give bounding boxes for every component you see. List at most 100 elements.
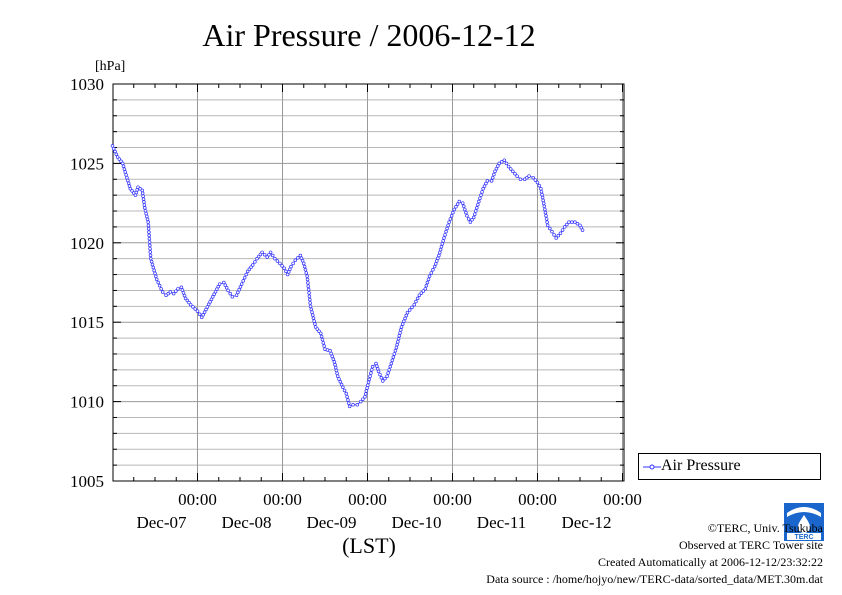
data-point <box>361 397 365 401</box>
data-point <box>466 217 471 221</box>
data-point <box>407 308 412 312</box>
data-point <box>291 261 295 266</box>
data-point <box>533 178 538 182</box>
data-point <box>475 206 479 210</box>
data-point <box>204 307 208 312</box>
data-point <box>113 149 117 154</box>
data-point <box>211 295 215 299</box>
data-point <box>205 305 210 309</box>
data-point <box>238 285 243 289</box>
data-point <box>333 365 338 370</box>
data-point <box>201 313 205 317</box>
data-point <box>152 268 156 273</box>
data-point <box>334 368 339 373</box>
data-point <box>179 285 184 290</box>
x-tick-date-label: Dec-10 <box>391 513 441 532</box>
data-point <box>366 380 371 385</box>
data-point <box>145 214 149 219</box>
data-point <box>383 376 387 381</box>
data-point <box>335 371 339 376</box>
air-pressure-line <box>112 145 583 407</box>
data-point <box>448 217 453 221</box>
y-tick-label: 1015 <box>70 313 104 332</box>
data-point <box>433 262 438 266</box>
data-point <box>307 291 311 295</box>
data-point <box>337 377 341 381</box>
data-point <box>148 250 153 254</box>
data-point <box>222 280 226 285</box>
data-point <box>426 277 431 282</box>
chart-legend: Air Pressure <box>638 453 821 480</box>
data-point <box>332 360 337 364</box>
data-point <box>307 294 312 299</box>
data-point <box>457 199 462 204</box>
data-point <box>506 164 511 169</box>
data-point <box>217 282 222 286</box>
data-point <box>443 233 447 237</box>
data-point <box>540 195 545 200</box>
data-point <box>562 225 567 229</box>
data-point <box>114 152 119 157</box>
data-point <box>552 233 556 237</box>
data-point <box>306 284 311 288</box>
data-point <box>515 174 519 178</box>
data-point <box>120 161 125 166</box>
data-point <box>143 208 148 213</box>
data-point <box>154 277 159 282</box>
data-point <box>280 264 284 268</box>
data-point <box>403 316 407 321</box>
data-point <box>545 223 550 228</box>
data-point <box>447 220 451 224</box>
data-point <box>319 334 324 339</box>
data-point <box>441 239 445 243</box>
data-point <box>284 269 288 274</box>
data-point <box>346 398 350 402</box>
data-point <box>365 386 369 390</box>
data-point <box>537 183 541 188</box>
data-point <box>306 281 310 285</box>
data-point <box>391 355 396 359</box>
data-point <box>370 368 374 372</box>
data-point <box>206 302 211 307</box>
data-point <box>253 260 257 264</box>
data-point <box>367 377 371 382</box>
data-point <box>452 207 456 212</box>
data-point <box>470 218 474 222</box>
data-point <box>560 228 565 232</box>
data-point <box>312 319 316 323</box>
data-point <box>226 288 230 293</box>
data-point <box>390 358 395 363</box>
data-point <box>306 287 311 292</box>
data-point <box>182 293 187 298</box>
data-point <box>550 229 554 234</box>
data-point <box>308 297 312 302</box>
data-point <box>127 184 132 188</box>
data-point <box>368 374 372 378</box>
data-point <box>171 291 176 296</box>
data-point <box>146 223 151 228</box>
data-point <box>396 337 401 341</box>
data-point <box>543 207 547 212</box>
data-point <box>126 178 130 183</box>
data-point <box>465 214 469 218</box>
data-point <box>541 198 545 203</box>
data-point <box>224 286 229 290</box>
data-point <box>438 247 443 252</box>
chart-title: Air Pressure / 2006-12-12 <box>202 17 535 53</box>
data-point <box>345 395 349 399</box>
legend-label: Air Pressure <box>661 457 741 474</box>
data-point <box>309 307 314 312</box>
data-point <box>435 259 439 263</box>
data-point <box>376 369 381 374</box>
data-point <box>369 371 373 375</box>
data-point <box>344 391 349 396</box>
data-point <box>151 265 156 270</box>
x-tick-date-label: Dec-08 <box>221 513 271 532</box>
x-tick-labels: 00:00Dec-0700:00Dec-0800:00Dec-0900:00De… <box>136 490 641 532</box>
data-point <box>244 272 248 277</box>
y-tick-label: 1020 <box>70 234 104 253</box>
data-point <box>311 316 316 320</box>
data-point <box>282 266 286 270</box>
data-point <box>460 201 465 205</box>
data-point <box>347 401 351 405</box>
